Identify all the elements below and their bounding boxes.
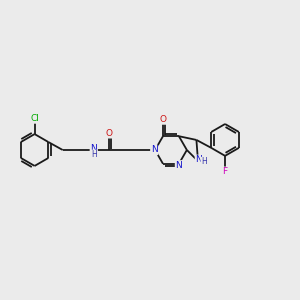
- Text: F: F: [223, 167, 228, 176]
- Text: N: N: [176, 161, 182, 170]
- Text: N: N: [90, 144, 97, 153]
- Text: Cl: Cl: [30, 114, 39, 123]
- Text: N: N: [195, 155, 202, 164]
- Text: H: H: [91, 150, 97, 159]
- Text: H: H: [201, 158, 207, 166]
- Text: O: O: [160, 115, 167, 124]
- Text: O: O: [105, 129, 112, 138]
- Text: N: N: [151, 146, 158, 154]
